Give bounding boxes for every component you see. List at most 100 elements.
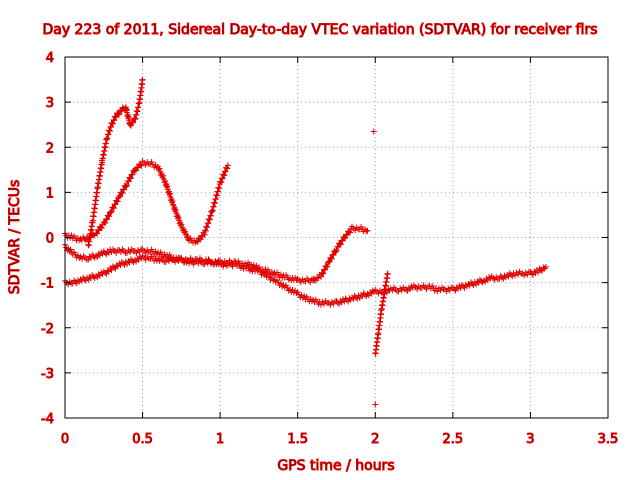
data-point [346, 295, 353, 302]
data-point [125, 178, 132, 185]
data-point [97, 224, 104, 231]
data-point [346, 228, 353, 235]
data-point [139, 76, 146, 83]
x-tick-label: 2 [371, 432, 379, 447]
data-point [462, 281, 469, 288]
data-point [477, 276, 484, 283]
data-point [277, 271, 284, 278]
x-tick-label: 3.5 [598, 432, 619, 447]
data-point [119, 190, 126, 197]
data-point [369, 287, 376, 294]
data-point [363, 228, 370, 235]
data-point [112, 201, 119, 208]
data-point [337, 241, 344, 248]
data-point [169, 198, 176, 205]
data-point [124, 182, 131, 189]
data-point [205, 220, 212, 227]
y-tick-label: 0 [46, 232, 54, 247]
data-point [321, 266, 328, 273]
data-point [455, 285, 462, 292]
data-point [532, 269, 539, 276]
data-point [285, 276, 292, 283]
data-point [148, 158, 155, 165]
data-point [501, 272, 508, 279]
series-track-2 [62, 241, 317, 286]
data-point [324, 263, 331, 270]
data-point [137, 161, 144, 168]
data-point [308, 298, 315, 305]
data-point [178, 221, 185, 228]
data-point [266, 274, 273, 281]
data-point [98, 249, 105, 256]
data-point [138, 162, 145, 169]
series-track-6 [372, 270, 391, 357]
data-point [89, 272, 96, 279]
data-point [115, 111, 122, 118]
data-point [301, 292, 308, 299]
data-point [76, 254, 83, 261]
data-point [254, 265, 261, 272]
data-point [111, 117, 118, 124]
y-tick-label: -1 [41, 277, 54, 292]
data-point [89, 251, 96, 258]
axis-ticks: 0 0.5 1 1.5 2 2.5 3 3.5 -4 -3 -2 -1 0 1 2 3 4 [41, 51, 619, 448]
data-point [339, 237, 346, 244]
y-axis-label: SDTVAR / TECUs [7, 180, 23, 295]
data-point [338, 237, 345, 244]
data-point [286, 286, 293, 293]
data-point [330, 252, 337, 259]
data-point [540, 264, 547, 271]
data-point [364, 227, 371, 234]
data-point [317, 273, 324, 280]
data-point [104, 135, 111, 142]
data-point [347, 229, 354, 236]
data-point [342, 235, 349, 242]
data-point [262, 266, 269, 273]
data-point [107, 209, 114, 216]
data-point [106, 213, 113, 220]
grid-lines [65, 57, 608, 418]
data-point [106, 128, 113, 134]
data-point [105, 249, 112, 256]
x-tick-label: 1 [216, 432, 224, 447]
series-track-3 [62, 158, 231, 246]
data-point [224, 165, 231, 172]
data-point [117, 193, 124, 200]
data-point [354, 295, 361, 302]
data-point [298, 292, 305, 299]
data-point [204, 224, 211, 231]
data-point [224, 162, 231, 169]
x-tick-label: 2.5 [443, 432, 464, 447]
data-point [105, 131, 112, 138]
data-point [121, 261, 128, 268]
data-point [470, 282, 477, 289]
data-point [509, 273, 516, 280]
y-tick-label: 4 [46, 51, 54, 66]
data-point [283, 282, 290, 289]
series-outliers [370, 128, 379, 408]
chart-title: Day 223 of 2011, Sidereal Day-to-day VTE… [42, 22, 597, 38]
data-point [160, 172, 167, 179]
x-tick-label: 0 [61, 432, 69, 447]
data-point [219, 175, 226, 182]
data-point [149, 161, 156, 168]
data-point [221, 172, 228, 179]
data-point [336, 240, 343, 247]
data-point [370, 128, 377, 135]
data-point [275, 279, 282, 286]
data-point [129, 171, 136, 178]
plot-frame [64, 56, 609, 419]
data-point [384, 270, 391, 277]
data-point [175, 214, 182, 221]
data-point [542, 263, 549, 270]
data-point [206, 216, 213, 223]
data-point [320, 270, 327, 277]
data-point [90, 273, 97, 280]
data-point [67, 246, 74, 253]
x-tick-label: 0.5 [132, 432, 153, 447]
data-point [270, 271, 277, 278]
data-point [127, 175, 134, 182]
data-point [153, 250, 160, 257]
data-point [72, 251, 79, 258]
y-tick-label: -2 [41, 322, 54, 337]
